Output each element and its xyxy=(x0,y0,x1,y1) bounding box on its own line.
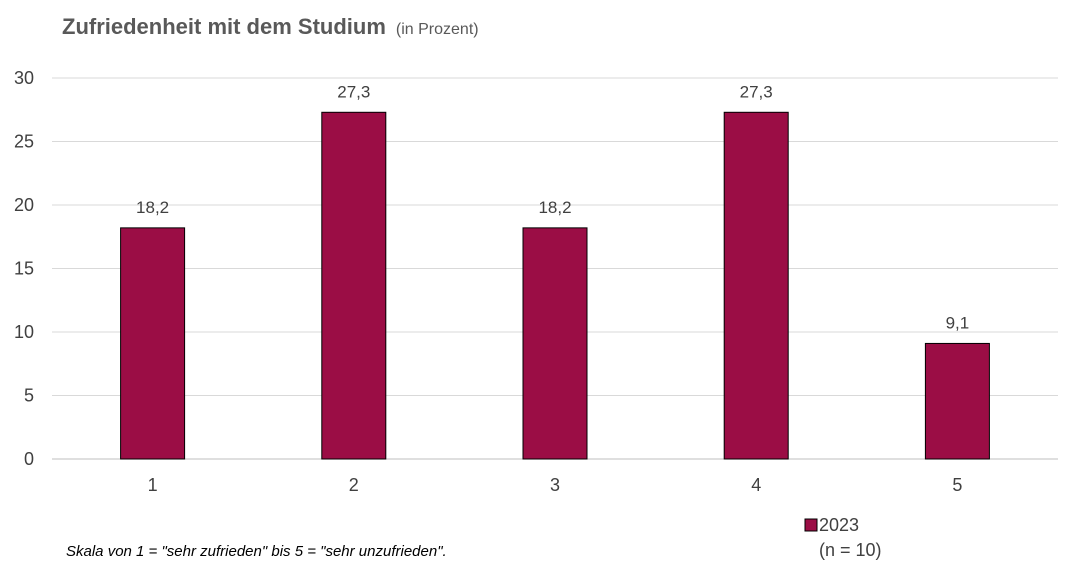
legend-label: 2023 xyxy=(819,515,859,535)
x-tick-label: 3 xyxy=(550,475,560,495)
data-labels: 18,2 27,3 18,2 27,3 9,1 xyxy=(136,82,969,332)
scale-note: Skala von 1 = "sehr zufrieden" bis 5 = "… xyxy=(66,543,447,560)
chart-subtitle: (in Prozent) xyxy=(396,21,479,38)
chart-title-group: Zufriedenheit mit dem Studium (in Prozen… xyxy=(62,14,479,39)
bar xyxy=(522,227,588,460)
y-tick-label: 10 xyxy=(14,322,34,342)
data-label: 9,1 xyxy=(946,313,970,332)
x-tick-label: 5 xyxy=(952,475,962,495)
bar xyxy=(120,227,186,460)
y-tick-label: 15 xyxy=(14,259,34,279)
y-tick-label: 5 xyxy=(24,386,34,406)
legend: 2023 (n = 10) xyxy=(804,515,882,560)
data-label: 18,2 xyxy=(538,198,571,217)
legend-sample-note: (n = 10) xyxy=(819,540,882,560)
bars xyxy=(120,111,990,460)
legend-swatch xyxy=(804,518,818,532)
bar xyxy=(924,342,990,460)
x-tick-label: 1 xyxy=(148,475,158,495)
x-tick-label: 4 xyxy=(751,475,761,495)
data-label: 27,3 xyxy=(337,82,370,101)
chart-title: Zufriedenheit mit dem Studium xyxy=(62,14,386,39)
x-tick-label: 2 xyxy=(349,475,359,495)
bar xyxy=(321,111,387,460)
y-tick-label: 20 xyxy=(14,195,34,215)
x-axis: 1 2 3 4 5 xyxy=(148,475,963,495)
y-tick-label: 25 xyxy=(14,132,34,152)
data-label: 27,3 xyxy=(740,82,773,101)
data-label: 18,2 xyxy=(136,198,169,217)
y-tick-label: 30 xyxy=(14,68,34,88)
y-tick-label: 0 xyxy=(24,449,34,469)
bar xyxy=(723,111,789,460)
y-axis: 0 5 10 15 20 25 30 xyxy=(14,68,34,469)
